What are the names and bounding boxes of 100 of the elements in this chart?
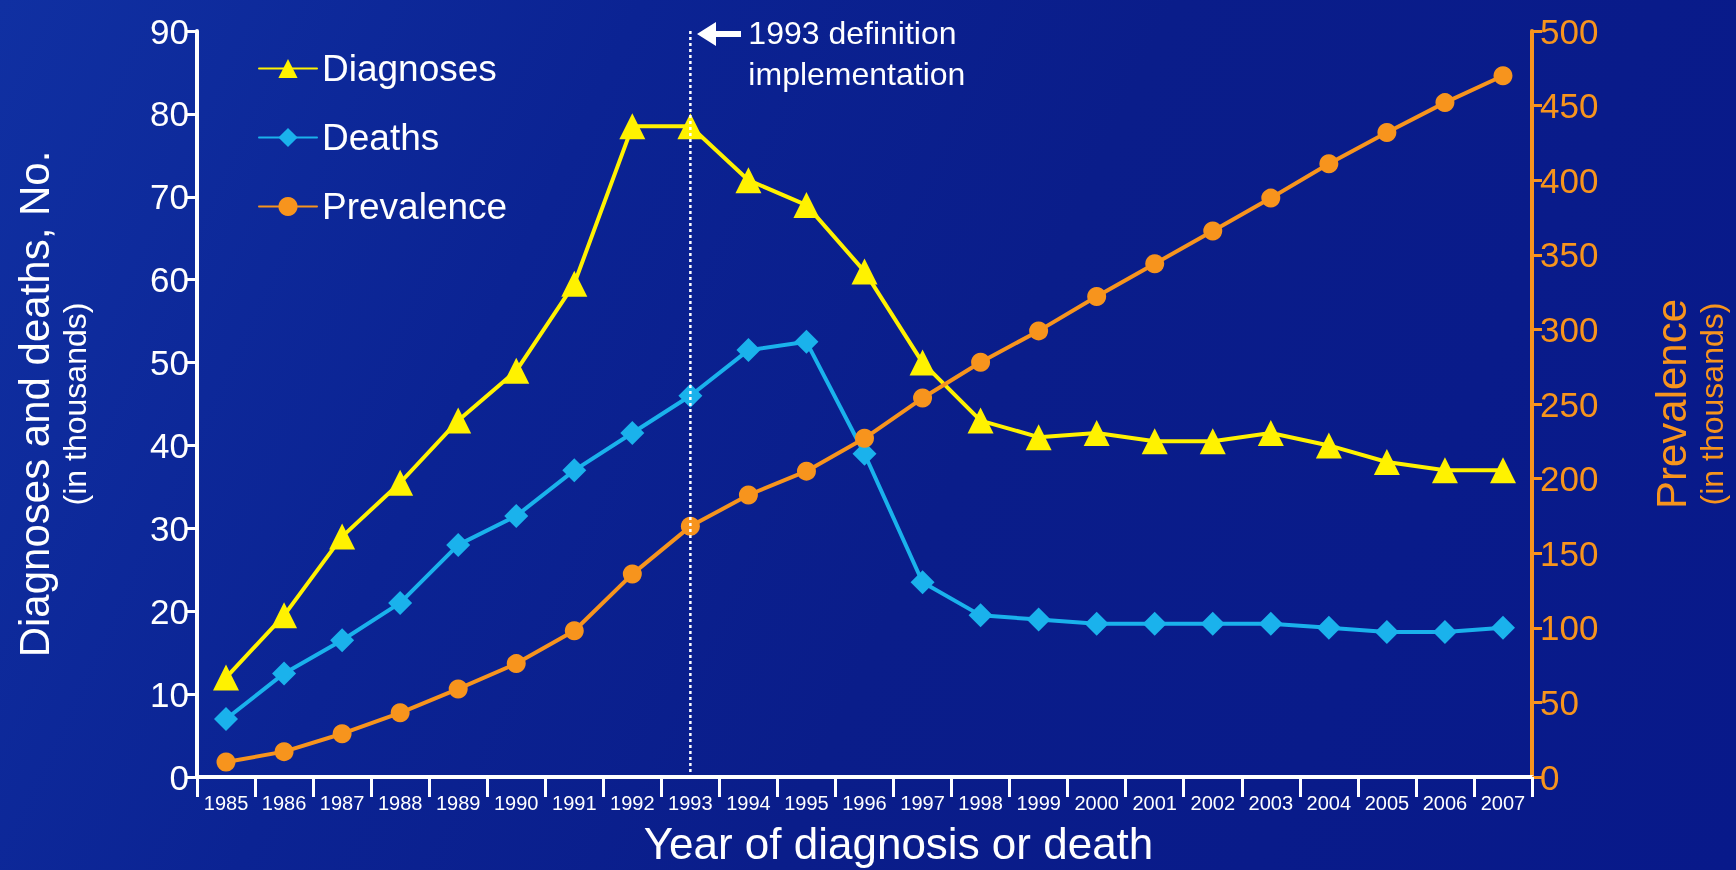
point: [1490, 615, 1515, 640]
y-axis-title: Diagnoses and deaths, No. (in thousands): [10, 150, 93, 658]
x-tick-label: 1991: [552, 792, 597, 814]
y-tick-label: 60: [150, 260, 189, 300]
point: [1258, 611, 1283, 636]
point: [735, 167, 762, 194]
y-tick-label: 0: [169, 757, 189, 797]
point: [1083, 420, 1110, 447]
x-tick-label: 1987: [319, 792, 365, 814]
x-tick-label: 1993: [668, 792, 713, 814]
y-tick-label: 50: [150, 343, 189, 383]
point: [213, 664, 240, 691]
point: [968, 603, 993, 628]
x-tick-label: 2007: [1480, 792, 1526, 814]
point: [216, 752, 236, 772]
legend-label: Deaths: [322, 117, 440, 158]
point: [793, 192, 820, 219]
y-tick-label: 80: [150, 94, 189, 134]
point: [562, 458, 587, 483]
y2-tick-label: 100: [1540, 608, 1599, 648]
x-tick-label: 1997: [900, 792, 945, 814]
y-tick-label: 20: [150, 591, 189, 631]
point: [967, 407, 994, 434]
y2-tick-label: 250: [1540, 384, 1599, 424]
point: [1025, 424, 1052, 451]
point: [1316, 615, 1341, 640]
y2-tick-label: 0: [1540, 757, 1560, 797]
y2-tick-label: 500: [1540, 11, 1599, 51]
x-tick-label: 2005: [1364, 792, 1410, 814]
point: [1141, 428, 1168, 455]
point: [445, 407, 472, 434]
y-tick-label: 30: [150, 508, 189, 548]
point: [1493, 66, 1513, 86]
y2-tick-label: 350: [1540, 235, 1599, 275]
point: [796, 461, 816, 481]
y2-tick-label: 300: [1540, 309, 1599, 349]
y-tick-label: 40: [150, 425, 189, 465]
x-tick-label: 1986: [261, 792, 307, 814]
point: [564, 621, 584, 641]
point: [622, 564, 642, 584]
x-tick-label: 1995: [784, 792, 829, 814]
x-tick-label: 1992: [610, 792, 655, 814]
point: [1374, 619, 1399, 644]
point: [619, 113, 646, 140]
point: [271, 602, 298, 629]
point: [1145, 254, 1165, 274]
point: [390, 703, 410, 723]
point: [329, 523, 356, 550]
point: [506, 654, 526, 674]
point: [1432, 619, 1457, 644]
point: [332, 724, 352, 744]
ref-line-label: 1993 definition implementation: [748, 14, 967, 94]
point: [910, 570, 935, 595]
y2-tick-label: 200: [1540, 459, 1599, 499]
x-tick-label: 2006: [1422, 792, 1468, 814]
point: [214, 706, 239, 731]
point: [1315, 432, 1342, 459]
legend-label: Diagnoses: [322, 48, 497, 89]
point: [913, 388, 933, 408]
y-tick-label: 10: [150, 674, 189, 714]
legend-label: Prevalence: [322, 186, 508, 227]
point: [1373, 449, 1400, 476]
point: [1084, 611, 1109, 636]
point: [448, 679, 468, 699]
point: [1431, 457, 1458, 484]
y2-tick-label: 400: [1540, 160, 1599, 200]
x-tick-label: 1996: [842, 792, 887, 814]
x-tick-label: 2001: [1132, 792, 1177, 814]
point: [1087, 287, 1107, 307]
x-tick-label: 2003: [1248, 792, 1294, 814]
point: [1489, 457, 1516, 484]
point: [794, 329, 819, 354]
y-tick-label: 70: [150, 177, 189, 217]
point: [1026, 607, 1051, 632]
point: [274, 742, 294, 762]
point: [1200, 611, 1225, 636]
point: [855, 428, 874, 448]
x-tick-label: 1985: [203, 792, 249, 814]
point: [971, 352, 991, 372]
point: [503, 357, 530, 384]
y2-tick-label: 450: [1540, 86, 1599, 126]
point: [387, 469, 414, 496]
point: [1435, 93, 1455, 113]
point: [1377, 122, 1397, 142]
x-tick-label: 2002: [1190, 792, 1236, 814]
point: [1319, 154, 1339, 174]
point: [446, 532, 471, 557]
x-tick-label: 2004: [1306, 792, 1352, 814]
x-tick-label: 1999: [1016, 792, 1061, 814]
point: [620, 421, 645, 446]
x-tick-label: 1990: [493, 792, 539, 814]
point: [851, 258, 878, 285]
point: [1199, 428, 1226, 455]
point: [330, 628, 355, 653]
point: [1142, 611, 1167, 636]
point: [1261, 188, 1281, 208]
y2-tick-label: 150: [1540, 533, 1599, 573]
point: [1203, 221, 1223, 241]
point: [388, 590, 413, 615]
x-tick-label: 1994: [726, 792, 771, 814]
